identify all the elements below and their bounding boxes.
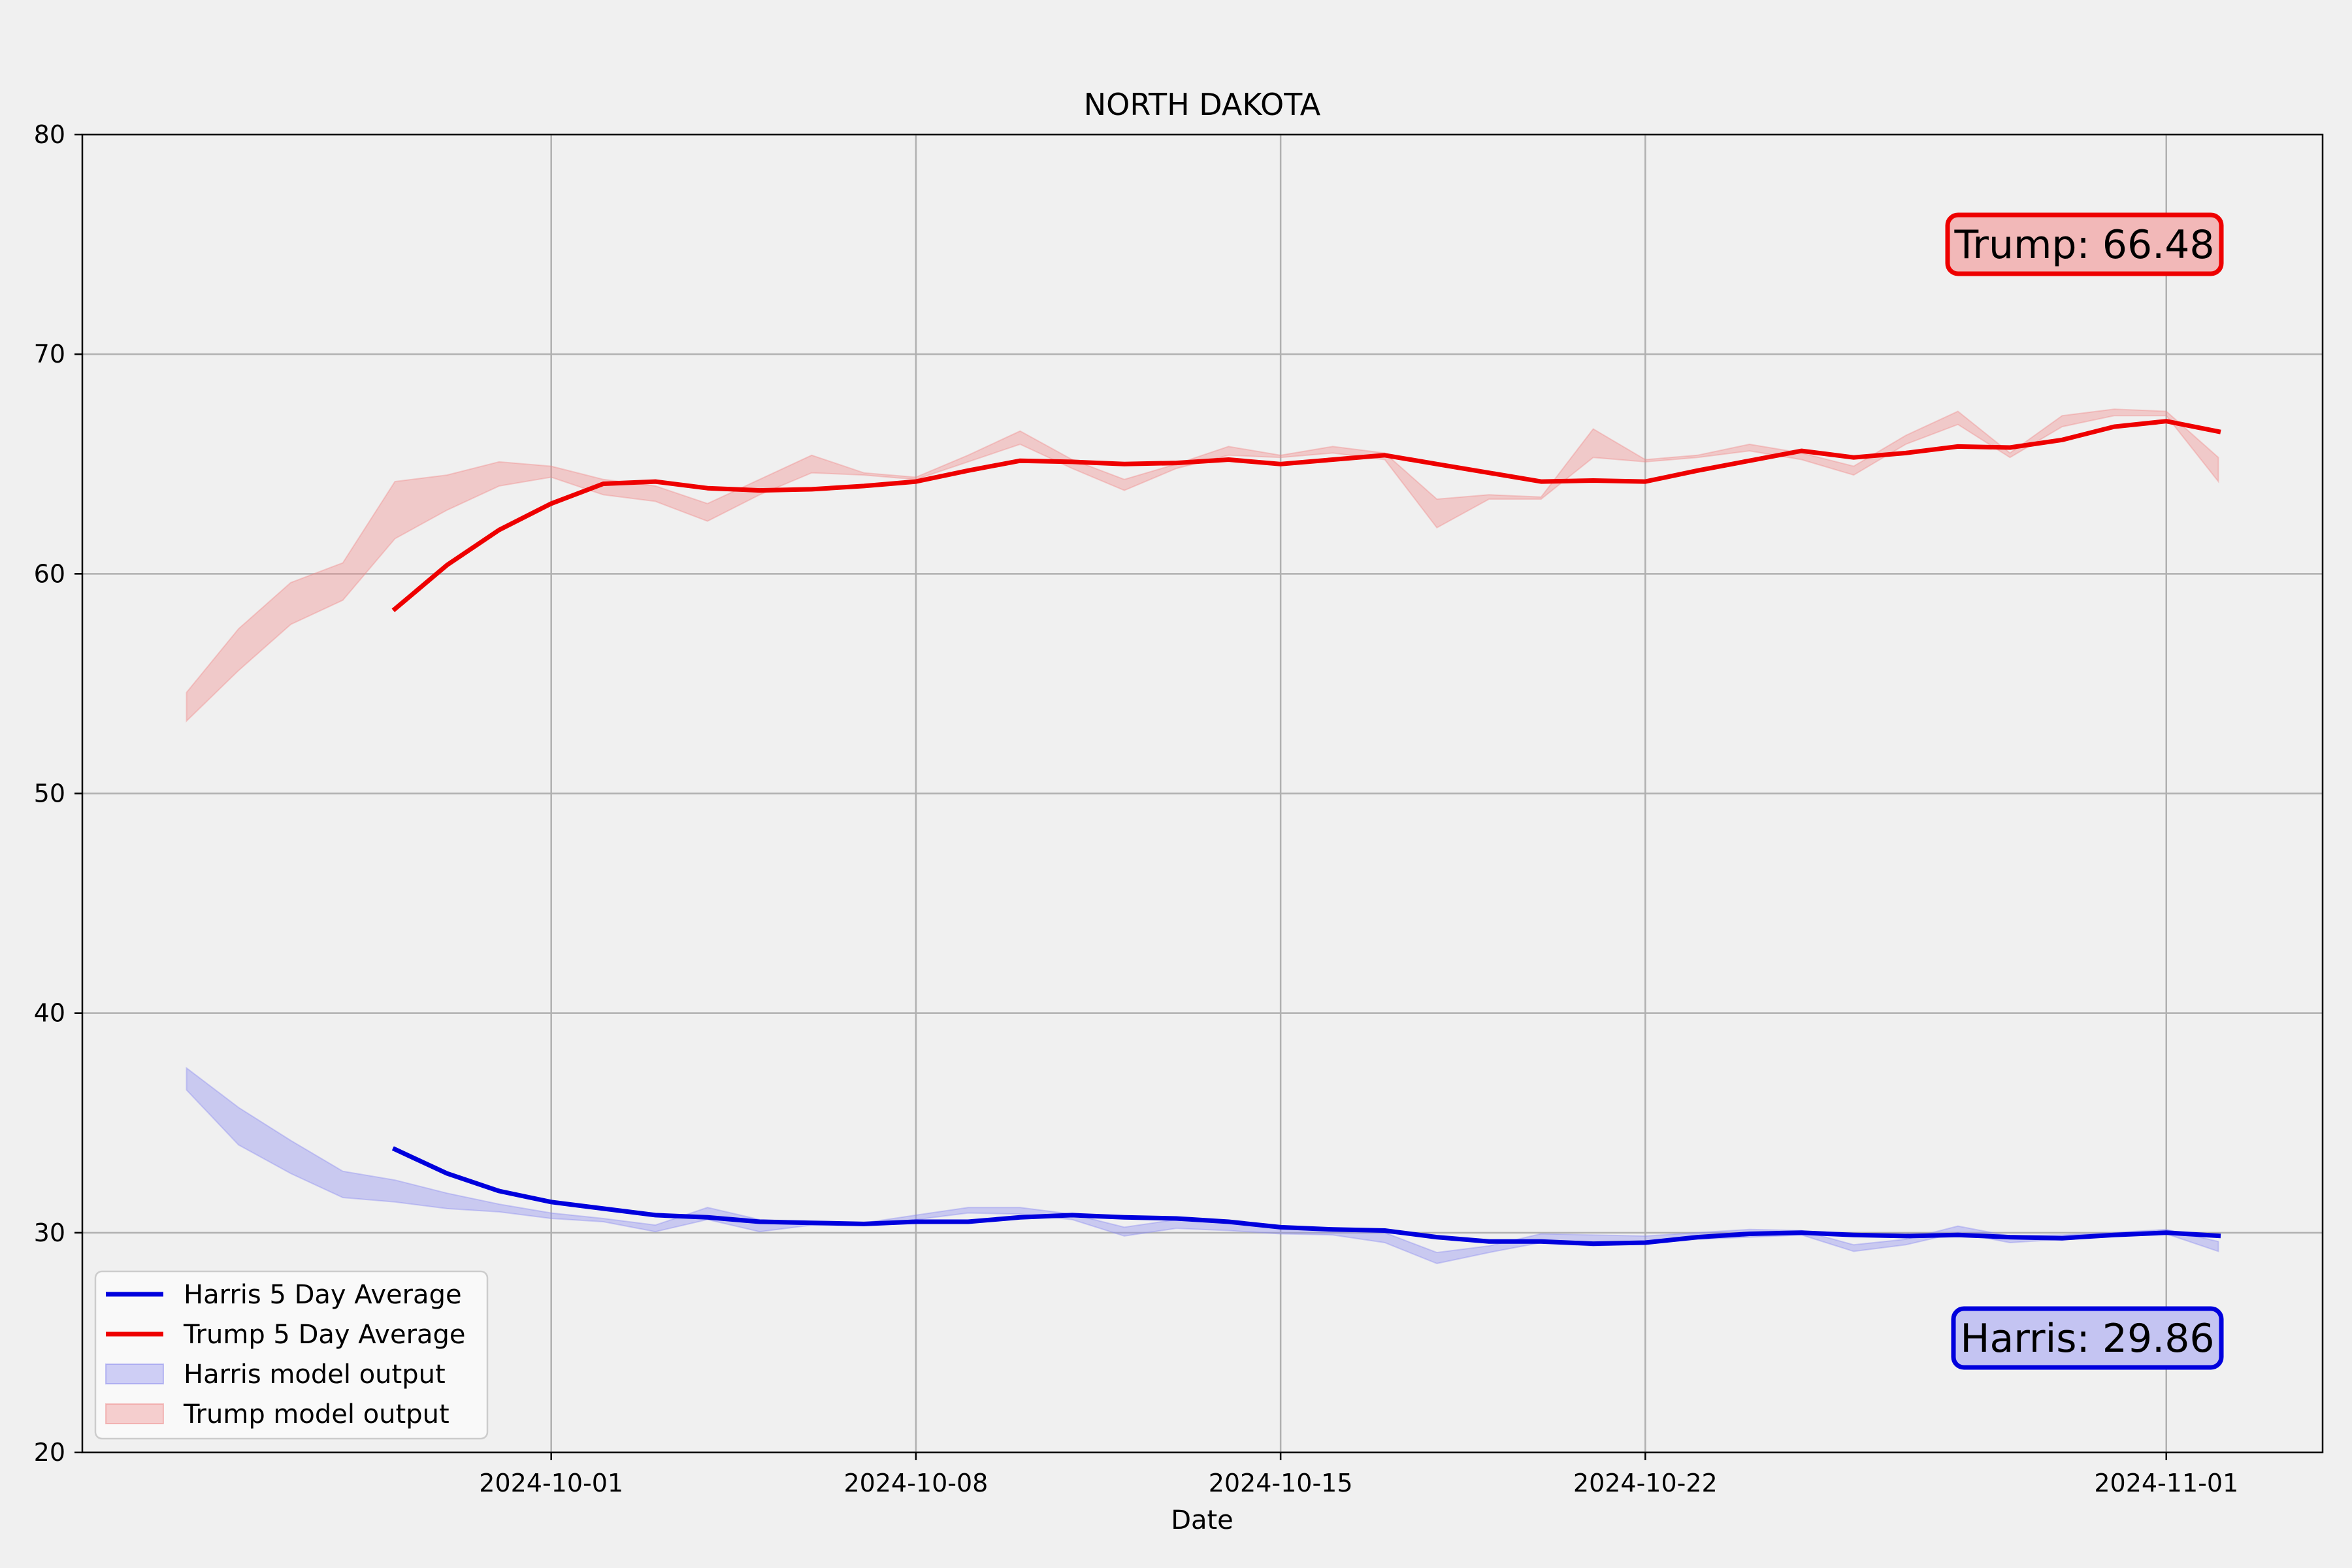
x-tick-label: 2024-11-01: [2094, 1469, 2238, 1497]
y-tick-label: 20: [34, 1438, 65, 1467]
y-tick-label: 40: [34, 999, 65, 1028]
y-tick-label: 80: [34, 120, 65, 149]
x-tick-label: 2024-10-22: [1573, 1469, 1718, 1497]
trump-model-output-band: [186, 408, 2219, 723]
callout-box: [1951, 1306, 2224, 1370]
y-tick-label: 30: [34, 1218, 65, 1247]
y-tick-label: 60: [34, 559, 65, 588]
average-lines: [391, 419, 2221, 1247]
y-tick-label: 50: [34, 779, 65, 808]
legend: Harris 5 Day Average Trump 5 Day Average H…: [94, 1270, 489, 1440]
callout-label: Harris: 29.86: [1960, 1316, 2214, 1362]
x-tick-label: 2024-10-15: [1209, 1469, 1353, 1497]
legend-label-trump-5-day-average: Trump 5 Day Average: [183, 1320, 466, 1350]
legend-swatch-harris-model-output: [105, 1364, 164, 1384]
trump-5-day-average-line: [391, 419, 2221, 613]
legend-label-harris-5-day-average: Harris 5 Day Average: [184, 1280, 462, 1310]
harris-5-day-average-line: [391, 1146, 2221, 1247]
legend-label-trump-model-output: Trump model output: [183, 1399, 449, 1429]
x-tick-label: 2024-10-08: [843, 1469, 988, 1497]
legend-box: [94, 1270, 489, 1440]
y-tick-label: 70: [34, 340, 65, 368]
value-callouts: Trump: 66.48 Harris: 29.86: [1945, 212, 2224, 1370]
x-axis-label: Date: [1171, 1505, 1233, 1535]
axis-ticks: 20 30 40 50 60 70 80 2024-10-01 2024-10-08 2024-1…: [34, 120, 2239, 1497]
legend-label-harris-model-output: Harris model output: [184, 1360, 446, 1390]
callout-label: Trump: 66.48: [1953, 222, 2214, 268]
x-tick-label: 2024-10-01: [479, 1469, 623, 1497]
legend-swatch-trump-model-output: [105, 1403, 164, 1424]
chart-title: NORTH DAKOTA: [1084, 87, 1321, 122]
callout-box: [1945, 212, 2224, 276]
